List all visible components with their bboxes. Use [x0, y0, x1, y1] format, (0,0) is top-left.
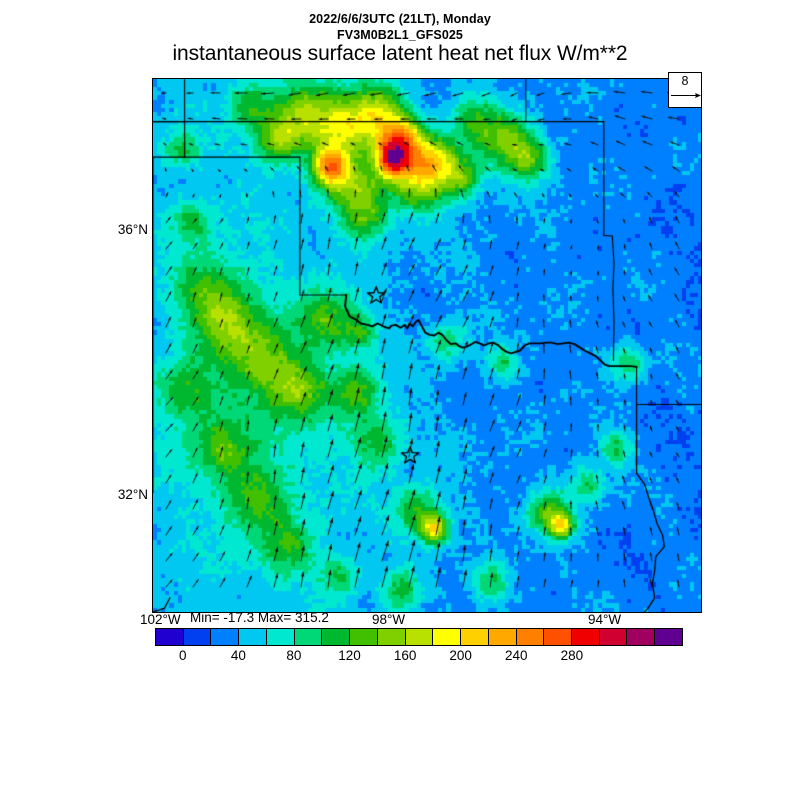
- colorbar-segment-0: [156, 629, 184, 645]
- colorbar-segment-8: [377, 629, 406, 645]
- colorbar-tick-280: 280: [560, 648, 584, 663]
- axis-tick-label-lon-102w: 102°W: [140, 612, 181, 627]
- colorbar-tick-200: 200: [449, 648, 472, 663]
- colorbar-tick-160: 160: [393, 648, 417, 663]
- colorbar-segment-2: [211, 629, 240, 645]
- colorbar-segment-12: [488, 629, 517, 645]
- colorbar-segment-6: [322, 629, 351, 645]
- colorbar-segment-16: [599, 629, 628, 645]
- page-title: instantaneous surface latent heat net fl…: [172, 42, 628, 65]
- right-arrow-icon: [671, 93, 701, 98]
- colorbar-segment-14: [544, 629, 573, 645]
- title-model-id: FV3M0B2L1_GFS025: [337, 28, 463, 42]
- axis-tick-label-lon-94w: 94°W: [588, 612, 622, 627]
- colorbar-segment-1: [183, 629, 212, 645]
- map-plot-area[interactable]: [152, 78, 702, 613]
- colorbar-segment-5: [294, 629, 323, 645]
- colorbar-segment-9: [405, 629, 434, 645]
- colorbar-segment-18: [655, 629, 682, 645]
- wind-vector-key: 8: [668, 72, 702, 108]
- colorbar-tick-80: 80: [286, 648, 302, 663]
- wind-vector-key-value: 8: [681, 74, 689, 88]
- colorbar-segment-17: [627, 629, 656, 645]
- colorbar-tick-40: 40: [230, 648, 246, 663]
- colorbar-segments: [155, 628, 683, 646]
- colorbar-segment-15: [572, 629, 600, 645]
- colorbar-tick-240: 240: [504, 648, 528, 663]
- axis-tick-label-lat-36n: 36°N: [117, 222, 148, 237]
- colorbar: 0 40 80 120 160 200 240 280: [155, 628, 683, 663]
- colorbar-segment-13: [516, 629, 545, 645]
- colorbar-segment-3: [239, 629, 267, 645]
- colorbar-segment-4: [266, 629, 295, 645]
- colorbar-tick-0: 0: [179, 648, 187, 663]
- colorbar-segment-7: [350, 629, 378, 645]
- title-datetime: 2022/6/6/3UTC (21LT), Monday: [309, 12, 491, 26]
- axis-tick-label-lon-98w: 98°W: [372, 612, 406, 627]
- map-overlay-canvas: [153, 79, 701, 612]
- data-range-stats: Min= -17.3 Max= 315.2: [190, 610, 329, 625]
- axis-tick-label-lat-32n: 32°N: [117, 487, 148, 502]
- colorbar-segment-11: [461, 629, 489, 645]
- colorbar-segment-10: [433, 629, 462, 645]
- colorbar-tick-120: 120: [338, 648, 361, 663]
